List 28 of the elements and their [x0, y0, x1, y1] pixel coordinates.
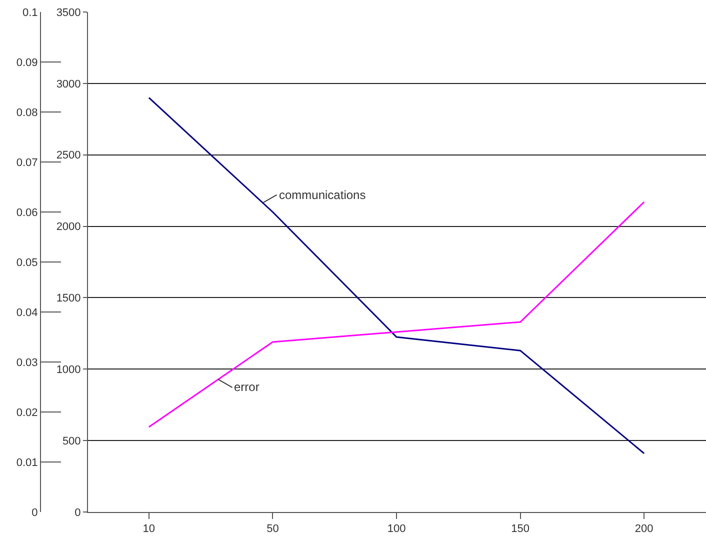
y-tick-label: 0: [74, 506, 81, 519]
x-tick-label: 10: [142, 523, 156, 536]
series-label: communications: [279, 188, 366, 202]
y-tick-label: 2500: [56, 150, 81, 162]
y2-tick-label: 0.08: [16, 106, 38, 119]
x-tick-label: 100: [387, 523, 406, 536]
y2-tick-label: 0.03: [16, 356, 38, 369]
y-tick-label: 2000: [56, 221, 81, 234]
y2-tick-label: 0.04: [16, 306, 38, 319]
y-tick-label: 1500: [56, 292, 81, 305]
line-series: [148, 201, 645, 428]
y-tick-label: 500: [62, 435, 81, 448]
y2-tick-label: 0: [32, 506, 38, 519]
y-tick-label: 3500: [56, 6, 81, 19]
y-tick-label: 3000: [56, 78, 81, 90]
y2-tick-label: 0.07: [16, 156, 38, 169]
y2-tick-label: 0.05: [16, 256, 38, 269]
y2-tick-label: 0.1: [22, 6, 38, 19]
y2-tick-label: 0.06: [16, 206, 38, 219]
line-series: [148, 96, 645, 454]
x-tick-label: 200: [634, 523, 654, 536]
series-label: error: [234, 380, 260, 394]
x-tick-label: 150: [511, 523, 530, 536]
y2-tick-label: 0.02: [16, 406, 38, 419]
y2-tick-label: 0.01: [16, 456, 38, 469]
x-tick-label: 50: [266, 523, 279, 536]
y-tick-label: 1000: [56, 364, 81, 376]
y2-tick-label: 0.09: [16, 56, 38, 69]
